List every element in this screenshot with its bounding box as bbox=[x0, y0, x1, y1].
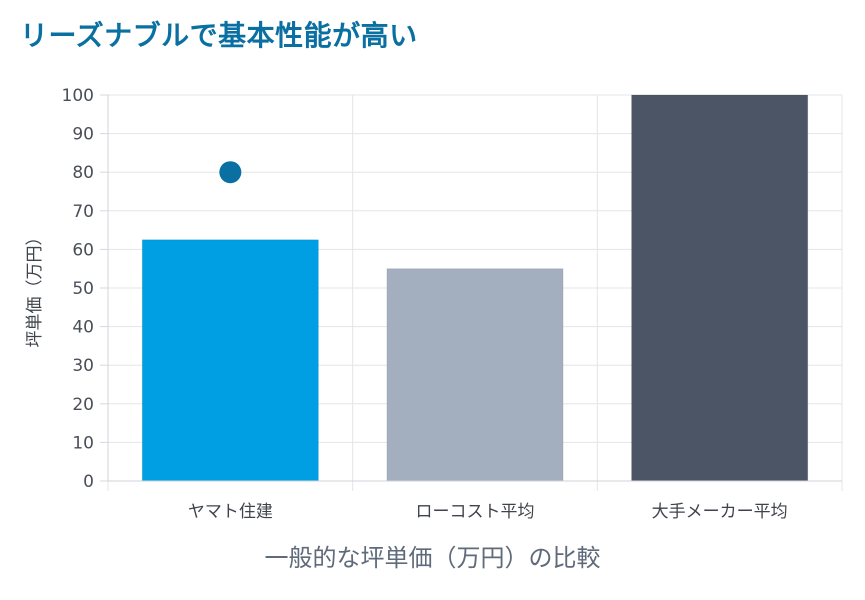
data-point bbox=[219, 161, 242, 184]
bar bbox=[141, 239, 319, 482]
category-labels: ヤマト住建 ローコスト平均 大手メーカー平均 bbox=[188, 502, 788, 522]
y-tick-label: 100 bbox=[62, 86, 94, 106]
chart-caption: 一般的な坪単価（万円）の比較 bbox=[264, 544, 601, 572]
y-tick-labels: 0 10 20 30 40 50 60 70 80 90 100 bbox=[62, 86, 94, 492]
bar bbox=[386, 268, 564, 482]
y-tick-label: 40 bbox=[72, 318, 94, 338]
category-label: ヤマト住建 bbox=[188, 502, 273, 522]
bar bbox=[631, 94, 809, 482]
bars bbox=[141, 94, 809, 482]
y-tick-label: 70 bbox=[72, 202, 94, 222]
y-tick-label: 60 bbox=[72, 240, 94, 260]
y-tick-label: 50 bbox=[72, 279, 94, 299]
axes bbox=[107, 95, 842, 482]
category-label: ローコスト平均 bbox=[416, 502, 535, 522]
chart-title: リーズナブルで基本性能が高い bbox=[20, 19, 418, 52]
points bbox=[219, 161, 242, 184]
y-tick-label: 20 bbox=[72, 395, 94, 415]
y-tick-label: 30 bbox=[72, 356, 94, 376]
y-tick-label: 0 bbox=[83, 472, 94, 492]
y-axis-label: 坪単価（万円） bbox=[25, 229, 45, 348]
y-tick-label: 80 bbox=[72, 163, 94, 183]
y-tick-label: 10 bbox=[72, 433, 94, 453]
category-label: 大手メーカー平均 bbox=[652, 502, 788, 522]
y-tick-label: 90 bbox=[72, 125, 94, 145]
